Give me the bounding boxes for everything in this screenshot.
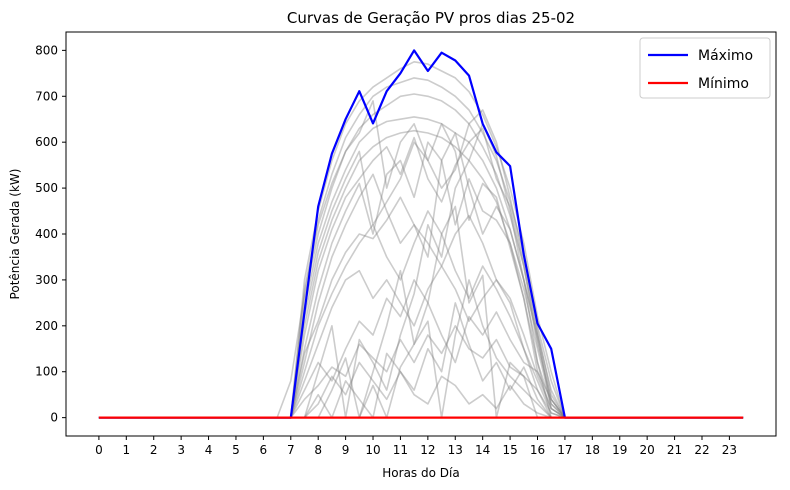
y-tick-label: 100 [35,365,58,379]
x-tick-label: 1 [122,443,130,457]
x-axis-ticks: 0 1 2 3 4 5 6 7 8 9 10 11 12 13 14 15 16 17 18 19 20 21 22 23 [95,436,737,457]
background-series-line-8 [98,141,744,419]
x-tick-label: 17 [557,443,572,457]
x-tick-label: 11 [393,443,408,457]
y-tick-label: 600 [35,135,58,149]
x-tick-label: 9 [342,443,350,457]
x-tick-label: 14 [475,443,490,457]
x-tick-label: 13 [448,443,463,457]
y-axis-ticks: 0 100 200 300 400 500 600 700 800 [35,43,66,425]
y-tick-label: 500 [35,181,58,195]
x-tick-label: 8 [314,443,322,457]
legend-entry-label: Máximo [698,48,753,64]
y-tick-label: 800 [35,43,58,57]
chart-title: Curvas de Geração PV pros dias 25-02 [287,9,575,27]
x-tick-label: 6 [260,443,268,457]
background-series-line-17 [98,205,744,419]
x-tick-label: 3 [177,443,185,457]
x-tick-label: 15 [502,443,517,457]
x-tick-label: 7 [287,443,295,457]
x-tick-label: 16 [530,443,545,457]
y-tick-label: 700 [35,89,58,103]
x-tick-label: 4 [205,443,213,457]
background-series-line-2 [98,77,744,419]
y-axis-label: Potência Gerada (kW) [8,169,22,300]
background-series-line-4 [98,116,744,419]
x-tick-label: 10 [365,443,380,457]
y-tick-label: 0 [50,411,58,425]
y-tick-label: 200 [35,319,58,333]
background-series-line-5 [98,129,744,419]
x-axis-label: Horas do Día [382,466,459,480]
legend: Máximo Mínimo [639,37,771,99]
x-tick-label: 21 [667,443,682,457]
y-tick-label: 400 [35,227,58,241]
background-series-group [98,60,744,419]
main-series-group [98,49,744,419]
x-tick-label: 5 [232,443,240,457]
x-tick-label: 22 [694,443,709,457]
x-tick-label: 19 [612,443,627,457]
x-tick-label: 23 [722,443,737,457]
background-series-line-12 [98,265,744,419]
x-tick-label: 2 [150,443,158,457]
background-series-line-18 [98,302,744,419]
x-tick-label: 20 [640,443,655,457]
y-tick-label: 300 [35,273,58,287]
x-tick-label: 18 [585,443,600,457]
background-series-line-9 [98,132,744,419]
legend-entry-label: Mínimo [698,76,749,92]
x-tick-label: 0 [95,443,103,457]
x-tick-label: 12 [420,443,435,457]
